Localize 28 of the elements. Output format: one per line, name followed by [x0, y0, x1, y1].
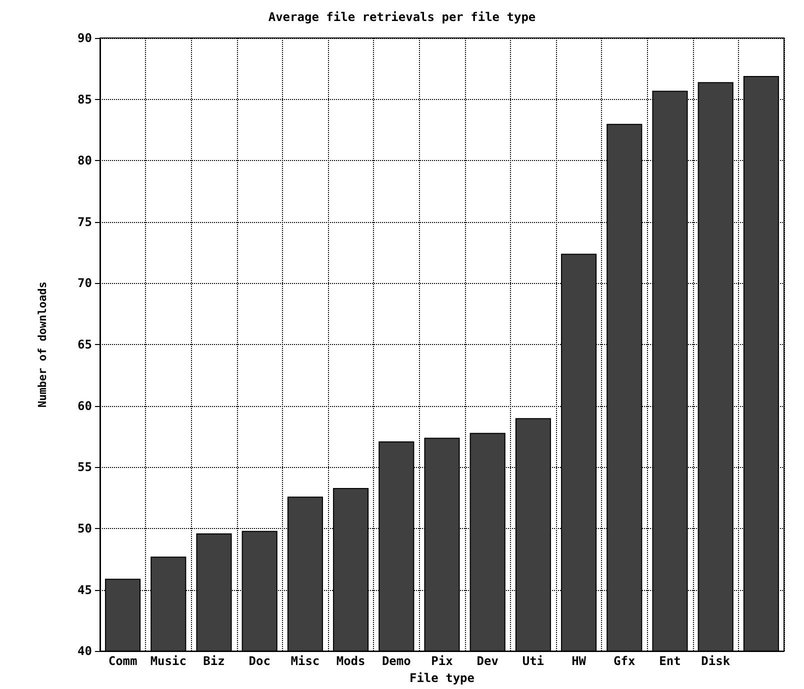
y-tick-label: 70	[78, 276, 92, 290]
y-tick-label: 65	[78, 338, 92, 352]
y-tick-label: 50	[78, 521, 92, 536]
x-tick-label: Music	[150, 654, 186, 668]
y-tick-label: 60	[78, 398, 92, 413]
y-axis-title: Number of downloads	[36, 282, 49, 408]
chart-title: Average file retrievals per file type	[268, 10, 536, 24]
y-tick-label: 80	[78, 154, 92, 168]
x-tick-label: Ent	[659, 654, 681, 668]
y-tick-label: 75	[78, 214, 92, 229]
x-tick-label: Misc	[290, 654, 320, 668]
x-tick-label: Uti	[522, 654, 544, 668]
x-tick-label: Demo	[382, 654, 411, 668]
y-tick-label: 55	[78, 460, 92, 474]
x-tick-label: Doc	[248, 654, 270, 668]
x-tick-label: Pix	[431, 654, 453, 668]
x-tick-label: Dev	[476, 654, 498, 668]
x-tick-label: Disk	[701, 654, 731, 668]
x-tick-label: Comm	[108, 654, 138, 668]
y-tick-label: 85	[78, 92, 92, 106]
x-tick-label: Mods	[336, 654, 366, 668]
x-axis-title: File type	[409, 671, 475, 685]
x-tick-label: HW	[572, 654, 587, 668]
x-tick-label: Biz	[203, 654, 225, 668]
y-tick-label: 45	[78, 582, 92, 597]
x-tick-label: Gfx	[614, 654, 636, 668]
y-tick-label: 40	[78, 644, 92, 658]
y-tick-label: 90	[78, 31, 92, 45]
